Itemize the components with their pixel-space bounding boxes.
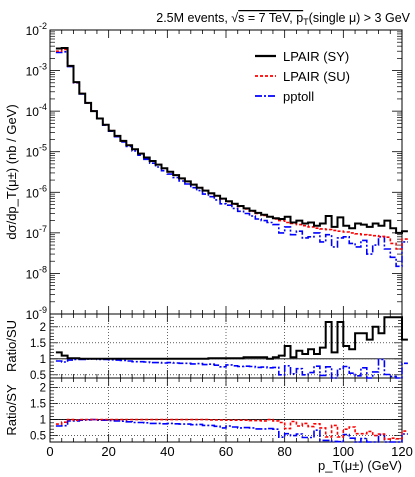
su-y-tick-label: 0.5 [30,370,46,382]
title-sub: T [303,17,309,27]
main-y-tick-label: 10-4 [26,102,47,119]
x-axis-label: p_T(μ±) (GeV) [318,458,402,473]
legend-label-0: LPAIR (SY) [283,49,349,64]
x-tick-labels: 0 20 40 60 80 100 120 [46,444,412,459]
title-energy: s = 7 TeV, p [238,11,303,25]
sy-y-tick-label: 2 [40,383,46,395]
main-y-tick-label: 10-8 [26,264,47,281]
ratio-su-y-axis-label: Ratio/SU [4,320,19,372]
main-y-tick-label: 10-5 [26,143,47,160]
ratio-sy-grid [50,378,402,442]
figure-title: 2.5M events, √s = 7 TeV, pT(single μ) > … [156,11,410,27]
main-y-axis-label: dσ/dp_T(μ±) (nb / GeV) [4,104,19,239]
main-y-tick-label: 10-3 [26,62,47,79]
ratio-sy-y-axis-label: Ratio/SY [4,384,19,436]
main-y-tick-label: 10-9 [26,305,47,322]
ratio-sy-series-line-1 [55,418,408,443]
sy-y-tick-label: 0.5 [30,431,46,443]
x-tick-label: 20 [101,444,115,459]
sy-y-tick-label: 1.5 [30,399,46,411]
su-y-tick-label: 1 [40,354,46,366]
main-series-line-1 [55,48,408,250]
legend-label-2: pptoll [283,89,314,104]
ratio-su-series-line-1 [55,358,408,379]
ratio-sy-series-line-0 [55,418,408,440]
x-tick-label: 80 [277,444,291,459]
su-y-tick-label: 1.5 [30,338,46,350]
x-tick-label: 120 [391,444,413,459]
ratio-su-series [55,316,408,379]
legend-label-1: LPAIR (SU) [283,69,350,84]
x-tick-label: 40 [160,444,174,459]
ratio-su-y-tick-labels: 0.5 1 1.5 2 [30,322,46,382]
ratio-su-series-line-0 [55,316,408,360]
ratio-sy-y-tick-labels: 0.5 1 1.5 2 [30,383,46,443]
ratio-sy-series [55,418,408,443]
main-y-tick-labels: 10-9 10-8 10-7 10-6 10-5 10-4 10-3 10-2 [26,21,47,322]
main-y-tick-label: 10-2 [26,21,47,38]
main-series-line-0 [55,47,408,234]
main-series [55,47,408,268]
main-y-tick-label: 10-7 [26,224,47,241]
x-tick-label: 0 [46,444,53,459]
x-tick-label: 100 [332,444,354,459]
sy-y-tick-label: 1 [40,415,46,427]
sqrt-symbol: √ [231,11,238,25]
main-y-tick-label: 10-6 [26,183,47,200]
x-tick-label: 60 [219,444,233,459]
su-y-tick-label: 2 [40,322,46,334]
title-suffix: (single μ) > 3 GeV [309,11,411,25]
axis-ticks [49,29,403,443]
legend: LPAIR (SY) LPAIR (SU) pptoll [255,49,350,104]
title-prefix: 2.5M events, [156,11,231,25]
